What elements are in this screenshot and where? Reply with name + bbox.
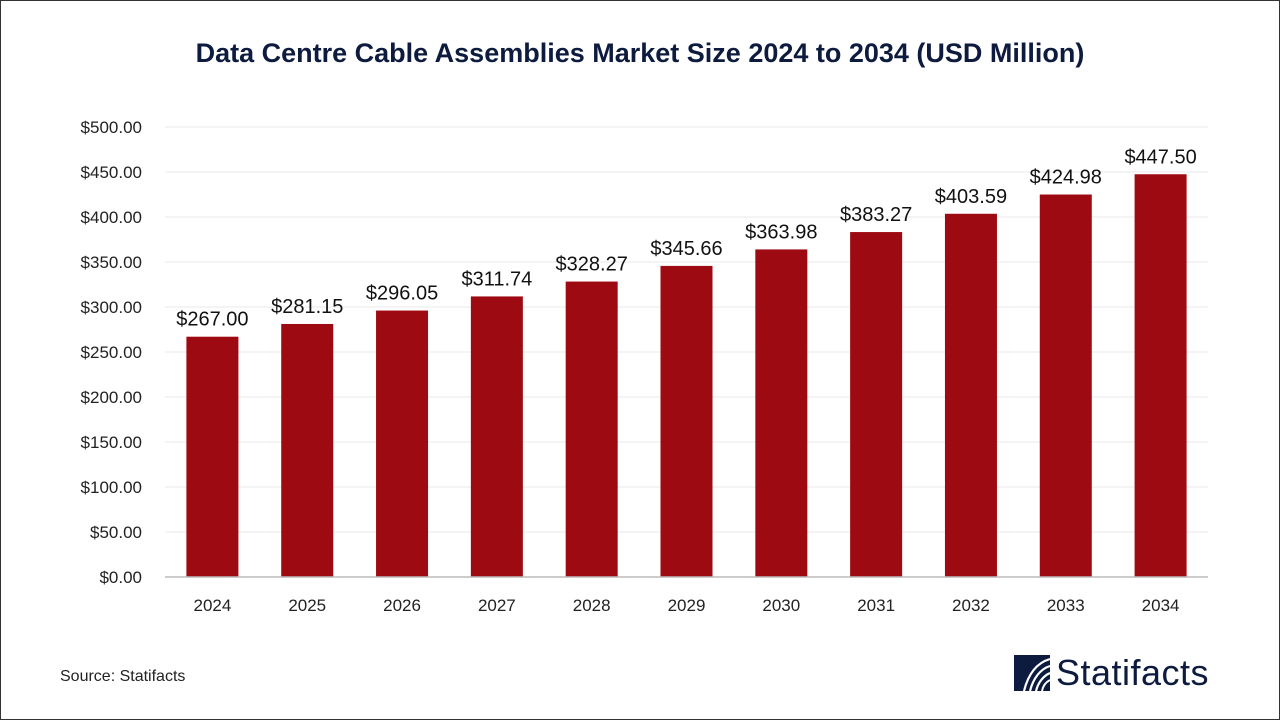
y-tick-label: $150.00 bbox=[81, 433, 142, 452]
bar bbox=[186, 336, 239, 577]
bar bbox=[660, 265, 713, 577]
x-tick-label: 2025 bbox=[288, 596, 326, 615]
x-tick-label: 2030 bbox=[762, 596, 800, 615]
x-tick-label: 2026 bbox=[383, 596, 421, 615]
data-label: $345.66 bbox=[650, 238, 722, 260]
y-tick-label: $400.00 bbox=[81, 208, 142, 227]
statifacts-logo: Statifacts bbox=[1014, 652, 1209, 694]
x-tick-label: 2029 bbox=[668, 596, 706, 615]
bar bbox=[1039, 194, 1092, 577]
y-tick-label: $50.00 bbox=[90, 523, 142, 542]
data-label: $363.98 bbox=[745, 221, 817, 243]
y-tick-label: $250.00 bbox=[81, 343, 142, 362]
x-tick-label: 2031 bbox=[857, 596, 895, 615]
y-tick-label: $200.00 bbox=[81, 388, 142, 407]
data-label: $281.15 bbox=[271, 296, 343, 318]
y-tick-label: $500.00 bbox=[81, 118, 142, 137]
statifacts-logo-icon bbox=[1014, 655, 1050, 691]
x-tick-label: 2033 bbox=[1047, 596, 1085, 615]
data-label: $424.98 bbox=[1030, 167, 1102, 189]
x-tick-label: 2032 bbox=[952, 596, 990, 615]
y-tick-label: $450.00 bbox=[81, 163, 142, 182]
data-label: $311.74 bbox=[461, 268, 532, 290]
bar bbox=[281, 323, 334, 577]
data-label: $328.27 bbox=[556, 254, 628, 276]
data-label: $383.27 bbox=[840, 204, 912, 226]
chart-title: Data Centre Cable Assemblies Market Size… bbox=[195, 38, 1085, 68]
y-tick-label: $300.00 bbox=[81, 298, 142, 317]
data-label: $267.00 bbox=[176, 309, 248, 331]
source-note: Source: Statifacts bbox=[60, 668, 186, 685]
bar bbox=[944, 213, 997, 578]
bar bbox=[850, 232, 903, 577]
y-tick-label: $100.00 bbox=[81, 478, 142, 497]
y-tick-label: $350.00 bbox=[81, 253, 142, 272]
x-tick-label: 2027 bbox=[478, 596, 516, 615]
data-label: $403.59 bbox=[935, 186, 1007, 208]
x-tick-label: 2028 bbox=[573, 596, 611, 615]
x-tick-label: 2024 bbox=[193, 596, 231, 615]
logo-text: Statifacts bbox=[1056, 652, 1210, 693]
bar bbox=[470, 296, 523, 577]
bar bbox=[565, 281, 618, 577]
data-label: $447.50 bbox=[1124, 146, 1196, 168]
x-tick-label: 2034 bbox=[1142, 596, 1180, 615]
bar bbox=[1134, 174, 1187, 577]
bar bbox=[376, 310, 429, 577]
bar bbox=[755, 249, 808, 577]
y-tick-label: $0.00 bbox=[99, 568, 142, 587]
data-label: $296.05 bbox=[366, 283, 438, 305]
